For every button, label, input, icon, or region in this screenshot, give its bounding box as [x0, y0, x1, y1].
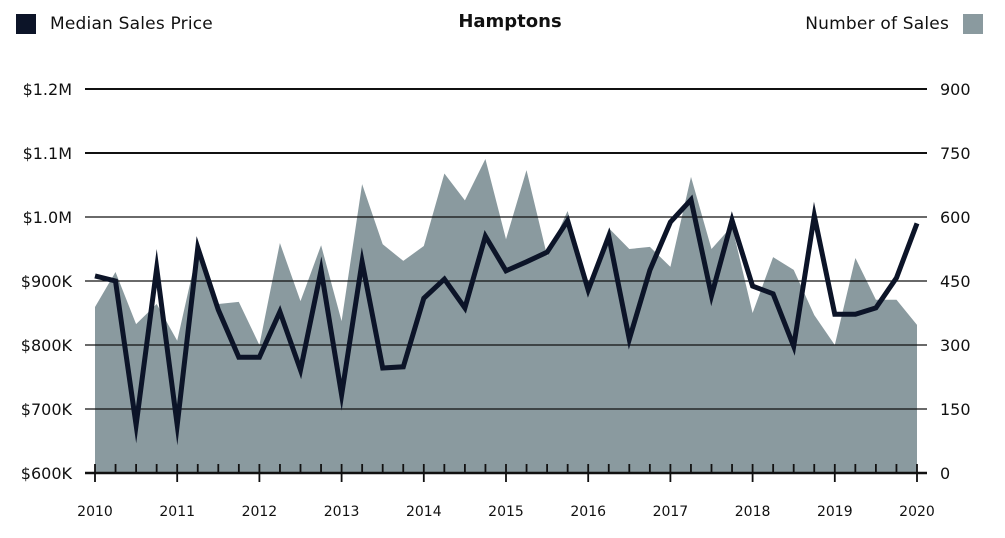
number-of-sales-area [95, 159, 917, 473]
median-sales-price-line [94, 194, 920, 446]
x-tick-label: 2018 [735, 504, 771, 520]
y-left-tick-label: $1.2M [23, 80, 72, 99]
legend-label-median-sales-price: Median Sales Price [50, 14, 213, 34]
y-left-tick-label: $900K [21, 272, 73, 291]
legend-median-sales-price: Median Sales Price [16, 14, 213, 34]
x-tick-label: 2012 [242, 504, 278, 520]
chart-title: Hamptons [458, 11, 562, 32]
y-right-tick-label: 300 [940, 336, 971, 355]
x-tick-label: 2017 [653, 504, 689, 520]
y-left-tick-label: $800K [21, 336, 73, 355]
legend-swatch-area [963, 14, 983, 34]
y-right-tick-label: 150 [940, 400, 971, 419]
legend-number-of-sales: Number of Sales [805, 14, 983, 34]
y-right-tick-label: 750 [940, 144, 971, 163]
legend-label-number-of-sales: Number of Sales [805, 14, 949, 34]
y-left-tick-label: $700K [21, 400, 73, 419]
y-right-tick-label: 450 [940, 272, 971, 291]
x-tick-label: 2016 [570, 504, 606, 520]
x-tick-label: 2019 [817, 504, 853, 520]
y-right-tick-label: 600 [940, 208, 971, 227]
legend-swatch-line [16, 14, 36, 34]
x-tick-label: 2015 [488, 504, 524, 520]
y-left-tick-label: $600K [21, 464, 73, 483]
y-left-tick-label: $1.0M [23, 208, 72, 227]
x-tick-label: 2010 [77, 504, 113, 520]
x-tick-label: 2013 [324, 504, 360, 520]
y-right-tick-label: 900 [940, 80, 971, 99]
y-right-tick-label: 0 [940, 464, 950, 483]
x-tick-label: 2011 [159, 504, 195, 520]
y-left-tick-label: $1.1M [23, 144, 72, 163]
x-tick-label: 2020 [899, 504, 935, 520]
x-tick-label: 2014 [406, 504, 442, 520]
